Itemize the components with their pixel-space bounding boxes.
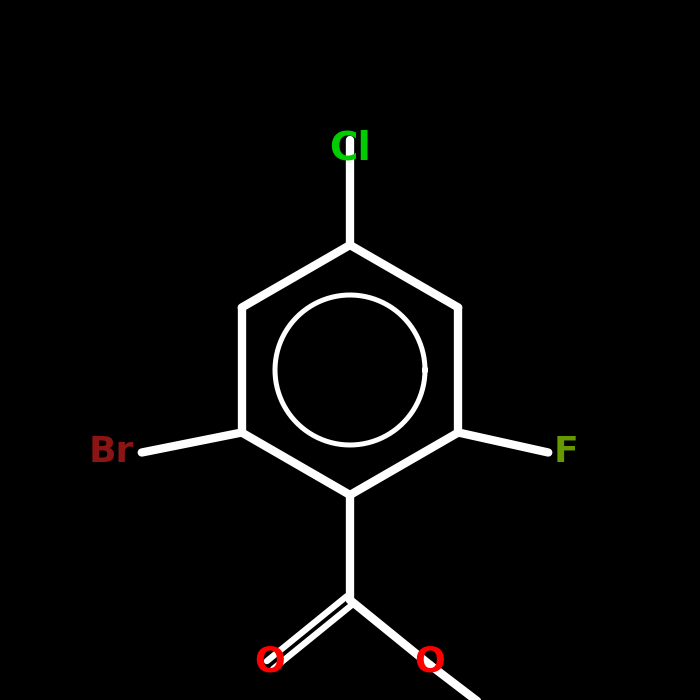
Text: Br: Br	[88, 435, 134, 470]
Text: O: O	[255, 645, 286, 679]
Text: Cl: Cl	[329, 130, 371, 168]
Text: F: F	[553, 435, 578, 470]
Text: O: O	[414, 645, 445, 679]
